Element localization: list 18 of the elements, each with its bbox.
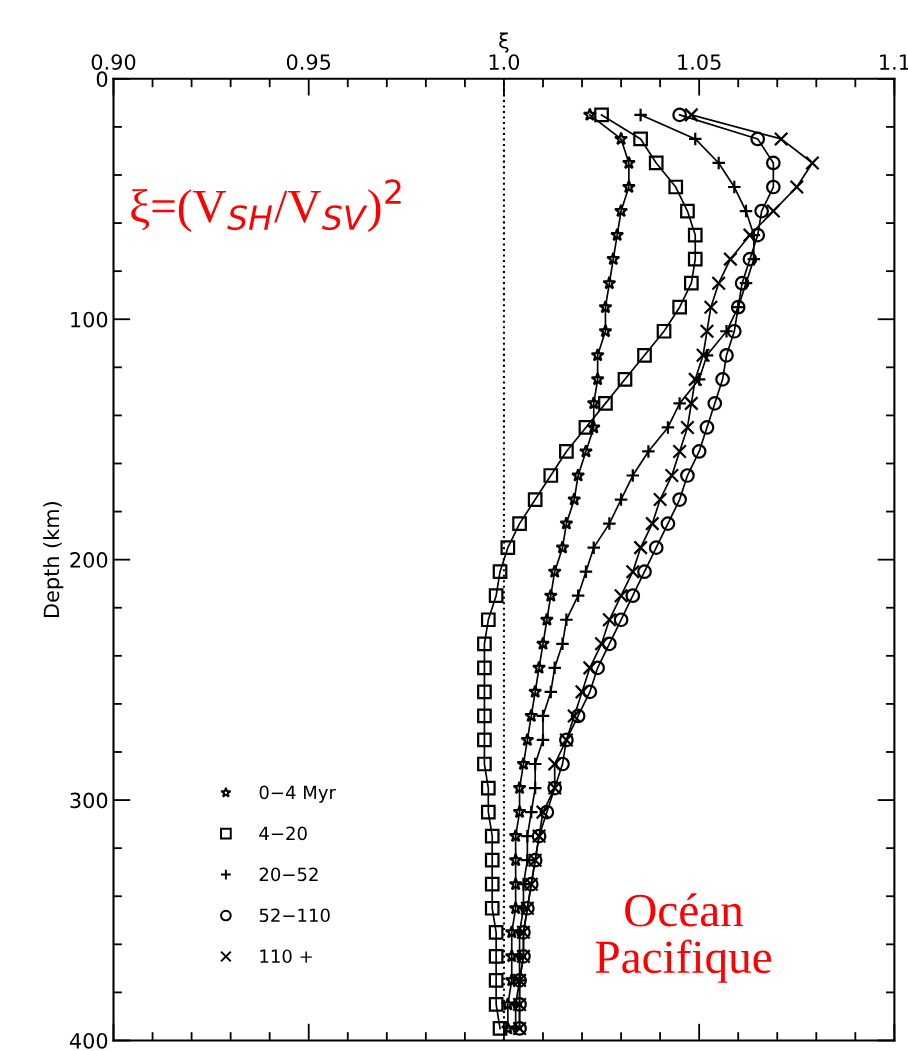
y-axis-title: Depth (km) [43, 502, 64, 617]
legend-label: 110 + [260, 949, 312, 964]
x-tick-label: 0.90 [91, 54, 136, 70]
annotation: ξ=(V$_{SH}$/V$_{SV}$)$^{2}$ [131, 179, 401, 232]
legend-label: 0−4 Myr [259, 785, 336, 803]
x-tick-label: 1.05 [678, 54, 721, 70]
x-tick-label: 1.0 [489, 54, 520, 70]
legend-label: 52−110 [259, 908, 330, 923]
y-tick-label: 0 [96, 71, 108, 88]
y-tick-label: 100 [71, 311, 108, 328]
y-tick-label: 300 [70, 792, 108, 809]
y-tick-label: 200 [70, 552, 108, 568]
annotation: Océan Pacifique [595, 893, 772, 983]
legend-label: 20−52 [259, 867, 318, 882]
y-tick-label: 400 [69, 1032, 108, 1049]
legend-label: 4−20 [259, 826, 307, 841]
x-axis-title: ξ [499, 32, 509, 53]
x-tick-label: 0.95 [286, 54, 331, 70]
